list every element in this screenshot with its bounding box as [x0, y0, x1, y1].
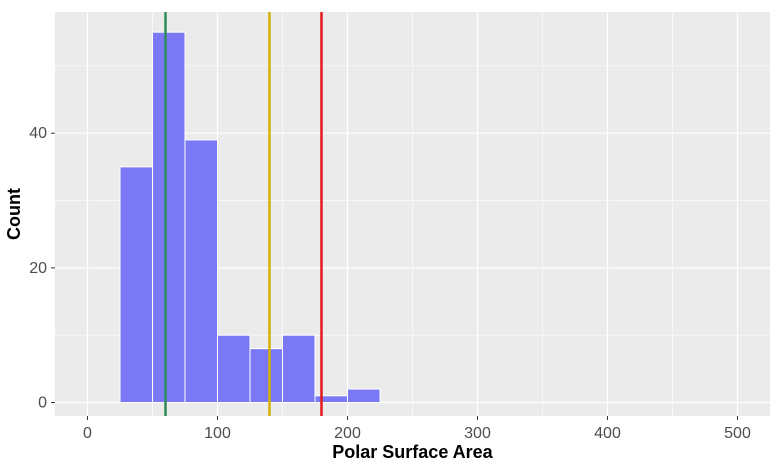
histogram-bar: [314, 395, 348, 404]
histogram-bar: [217, 334, 251, 404]
histogram-bars: [119, 31, 381, 404]
histogram-bar: [249, 348, 283, 404]
histogram-bar: [282, 334, 316, 404]
axes: 0 100 200 300 400 500 0 20 40: [29, 125, 751, 442]
x-tick-label: 300: [464, 425, 491, 442]
y-tick-label: 0: [38, 395, 47, 412]
histogram-bar: [184, 139, 218, 404]
y-tick-label: 20: [29, 260, 47, 277]
histogram-bar: [347, 388, 381, 404]
x-tick-label: 0: [83, 425, 92, 442]
x-tick-label: 500: [724, 425, 751, 442]
x-tick-label: 200: [334, 425, 361, 442]
y-tick-label: 40: [29, 125, 47, 142]
reference-lines: [164, 12, 323, 416]
histogram-bar: [119, 166, 153, 404]
x-tick-label: 100: [204, 425, 231, 442]
x-axis-title: Polar Surface Area: [332, 442, 493, 462]
y-axis-title: Count: [4, 188, 24, 240]
x-tick-label: 400: [594, 425, 621, 442]
histogram-bar: [152, 31, 186, 404]
